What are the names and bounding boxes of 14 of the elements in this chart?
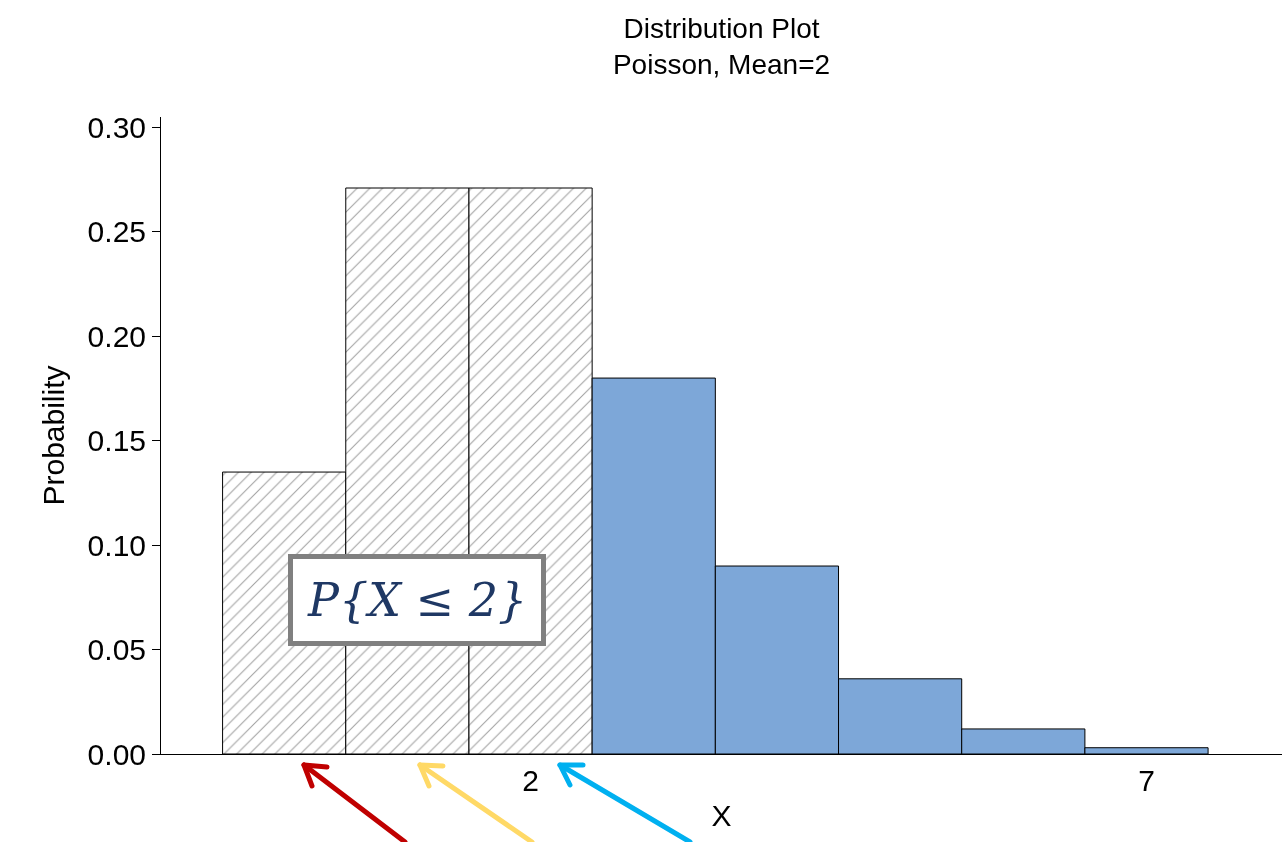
y-tick-label: 0.15 — [87, 424, 146, 458]
y-axis-title: Probability — [36, 365, 70, 506]
annotation: P{X ≤ 2} — [307, 573, 528, 627]
y-tick-label: 0.20 — [87, 319, 146, 353]
y-tick-label: 0.05 — [87, 633, 146, 667]
chart-subtitle: Poisson, Mean=2 — [612, 49, 831, 81]
x-axis-title: X — [711, 798, 732, 832]
y-tick-label: 0.00 — [87, 737, 146, 771]
x-tick-label: 2 — [522, 764, 539, 797]
y-tick-label: 0.30 — [87, 110, 146, 144]
x-tick-label: 7 — [1138, 764, 1155, 797]
chart-title: Distribution Plot — [623, 12, 820, 44]
y-tick-label: 0.25 — [87, 215, 146, 249]
y-tick-label: 0.10 — [87, 528, 146, 562]
